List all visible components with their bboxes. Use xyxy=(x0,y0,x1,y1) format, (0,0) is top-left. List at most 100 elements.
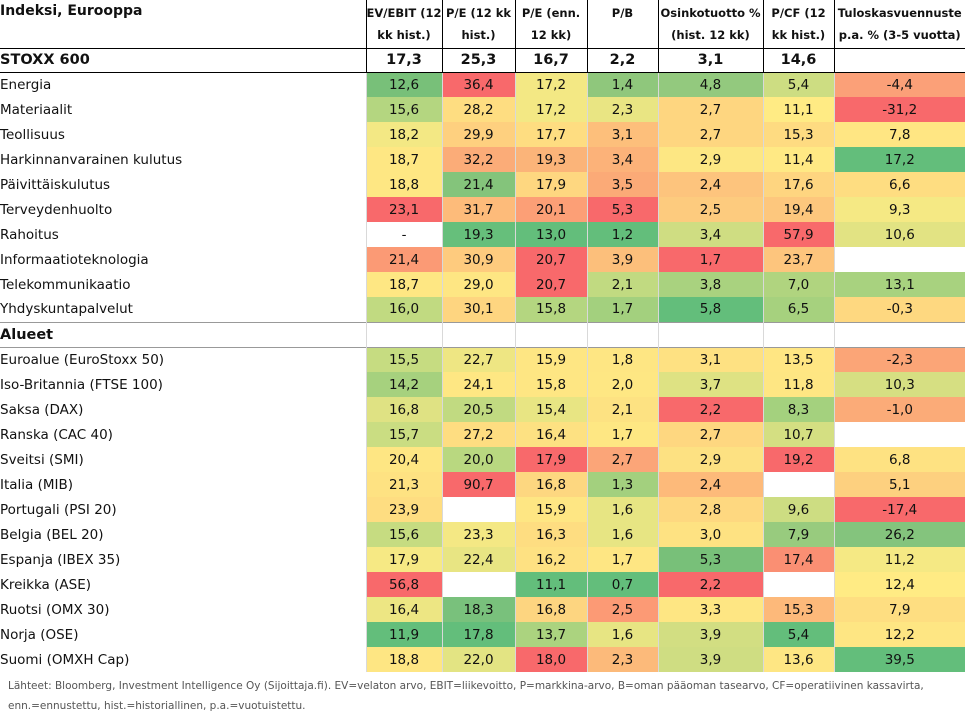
value-cell: 15,6 xyxy=(365,522,442,547)
value-cell: 11,9 xyxy=(365,622,442,647)
value-cell: 0,7 xyxy=(586,572,658,597)
value-cell: 12,2 xyxy=(833,622,965,647)
value-cell: 5,1 xyxy=(833,472,965,497)
region-row: Saksa (DAX) 16,8 20,5 15,4 2,1 2,2 8,3 -1,0 xyxy=(0,397,965,422)
value-cell: 3,0 xyxy=(657,522,763,547)
value-cell: 11,2 xyxy=(833,547,965,572)
value-cell: 17,7 xyxy=(514,122,587,147)
value-cell: 2,3 xyxy=(586,647,658,672)
region-label: Italia (MIB) xyxy=(0,476,74,493)
value-cell: 17,2 xyxy=(514,97,587,122)
region-label: Kreikka (ASE) xyxy=(0,576,91,593)
value-cell: 4,8 xyxy=(657,72,763,97)
value-cell: 17,4 xyxy=(762,547,834,572)
value-cell: 16,4 xyxy=(514,422,587,447)
value-cell: 23,7 xyxy=(762,247,834,272)
region-label: Suomi (OMXH Cap) xyxy=(0,651,130,668)
stoxx-label: STOXX 600 xyxy=(0,52,90,68)
valuation-table: Indeksi, Eurooppa EV/EBIT (12 kk hist.) P… xyxy=(0,0,965,672)
value-cell: 1,2 xyxy=(586,222,658,247)
value-cell: 27,2 xyxy=(441,422,515,447)
value-cell: -4,4 xyxy=(833,72,965,97)
value-cell: 19,4 xyxy=(762,197,834,222)
value-cell: 13,1 xyxy=(833,272,965,297)
region-row: Ranska (CAC 40) 15,7 27,2 16,4 1,7 2,7 10,7 xyxy=(0,422,965,447)
value-cell: 18,3 xyxy=(441,597,515,622)
value-cell: 23,9 xyxy=(365,497,442,522)
value-cell: 10,7 xyxy=(762,422,834,447)
regions-heading: Alueet xyxy=(0,326,54,343)
stoxx-value: 25,3 xyxy=(441,48,515,72)
value-cell: 20,4 xyxy=(365,447,442,472)
value-cell: 2,9 xyxy=(657,447,763,472)
region-label: Portugali (PSI 20) xyxy=(0,501,117,518)
value-cell: 5,3 xyxy=(657,547,763,572)
value-cell: 2,2 xyxy=(657,572,763,597)
sector-row: Yhdyskuntapalvelut 16,0 30,1 15,8 1,7 5,8 6,5-… xyxy=(0,297,965,322)
value-cell: 3,9 xyxy=(657,622,763,647)
value-cell: 18,2 xyxy=(365,122,442,147)
stoxx-value: 2,2 xyxy=(586,48,658,72)
sector-row: Rahoitus -19,3 13,0 1,2 3,4 57,9 10,6 xyxy=(0,222,965,247)
value-cell: 22,0 xyxy=(441,647,515,672)
value-cell: 1,7 xyxy=(586,547,658,572)
sector-label: Informaatioteknologia xyxy=(0,251,149,268)
column-header-pb: P/B xyxy=(586,0,658,48)
value-cell: 1,3 xyxy=(586,472,658,497)
value-cell: 19,3 xyxy=(441,222,515,247)
value-cell: 1,7 xyxy=(586,422,658,447)
value-cell: 13,0 xyxy=(514,222,587,247)
regions-section-row: Alueet xyxy=(0,322,965,347)
value-cell: 90,7 xyxy=(441,472,515,497)
region-row: Sveitsi (SMI) 20,4 20,0 17,9 2,7 2,9 19,2 6,8 xyxy=(0,447,965,472)
value-cell: 20,7 xyxy=(514,272,587,297)
value-cell: 2,0 xyxy=(586,372,658,397)
value-cell: 18,8 xyxy=(365,647,442,672)
region-row: Euroalue (EuroStoxx 50) 15,5 22,7 15,9 1,8 3,… xyxy=(0,347,965,372)
stoxx-value xyxy=(833,48,965,72)
value-cell: 1,4 xyxy=(586,72,658,97)
region-row: Italia (MIB) 21,3 90,7 16,8 1,3 2,4 5,1 xyxy=(0,472,965,497)
value-cell: 3,1 xyxy=(657,347,763,372)
value-cell xyxy=(441,572,515,597)
value-cell: 2,4 xyxy=(657,472,763,497)
sector-row: Terveydenhuolto 23,1 31,7 20,1 5,3 2,5 19,4 9,3 xyxy=(0,197,965,222)
column-header-earnings-growth: Tuloskasvuennuste p.a. % (3-5 vuotta) xyxy=(833,0,965,48)
value-cell: 15,7 xyxy=(365,422,442,447)
value-cell: 7,9 xyxy=(762,522,834,547)
value-cell: 7,0 xyxy=(762,272,834,297)
value-cell: 6,8 xyxy=(833,447,965,472)
value-cell xyxy=(441,497,515,522)
value-cell: 16,8 xyxy=(365,397,442,422)
value-cell: 18,7 xyxy=(365,147,442,172)
region-row: Ruotsi (OMX 30) 16,4 18,3 16,8 2,5 3,3 15,3 7,9 xyxy=(0,597,965,622)
value-cell: -31,2 xyxy=(833,97,965,122)
value-cell: 30,1 xyxy=(441,297,515,322)
region-row: Iso-Britannia (FTSE 100) 14,2 24,1 15,8 2,0 3… xyxy=(0,372,965,397)
value-cell: -17,4 xyxy=(833,497,965,522)
value-cell: 29,9 xyxy=(441,122,515,147)
value-cell: 15,6 xyxy=(365,97,442,122)
sector-row: Teollisuus 18,2 29,9 17,7 3,1 2,7 15,3 7,8 xyxy=(0,122,965,147)
stoxx-value: 17,3 xyxy=(365,48,442,72)
sector-row: Informaatioteknologia 21,4 30,9 20,7 3,9 1,7 2… xyxy=(0,247,965,272)
value-cell: 39,5 xyxy=(833,647,965,672)
value-cell: 1,8 xyxy=(586,347,658,372)
value-cell: 9,6 xyxy=(762,497,834,522)
value-cell: 3,5 xyxy=(586,172,658,197)
value-cell: - xyxy=(365,222,442,247)
empty-cell xyxy=(833,322,965,347)
value-cell: 3,1 xyxy=(586,122,658,147)
value-cell: 31,7 xyxy=(441,197,515,222)
value-cell: 15,8 xyxy=(514,372,587,397)
value-cell: 1,6 xyxy=(586,497,658,522)
value-cell: 17,9 xyxy=(514,172,587,197)
sector-label: Energia xyxy=(0,76,52,93)
sector-row: Telekommunikaatio 18,7 29,0 20,7 2,1 3,8 7,0 13… xyxy=(0,272,965,297)
value-cell: 1,6 xyxy=(586,622,658,647)
column-header-pe-forecast: P/E (enn. 12 kk) xyxy=(514,0,587,48)
value-cell: 1,7 xyxy=(586,297,658,322)
value-cell: 3,4 xyxy=(586,147,658,172)
region-row: Norja (OSE) 11,9 17,8 13,7 1,6 3,9 5,4 12,2 xyxy=(0,622,965,647)
value-cell: 22,4 xyxy=(441,547,515,572)
